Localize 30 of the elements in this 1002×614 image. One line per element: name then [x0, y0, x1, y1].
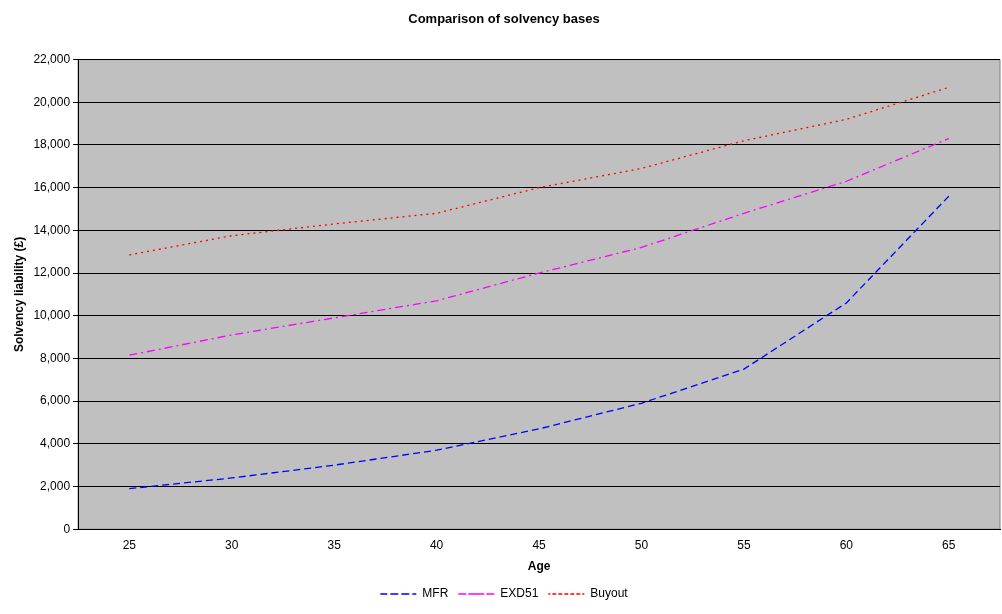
y-tick-label: 16,000 — [33, 179, 71, 194]
x-tick-label: 25 — [122, 537, 137, 552]
x-tick-label: 50 — [634, 537, 649, 552]
y-tick-label: 12,000 — [33, 265, 71, 280]
y-tick-label: 14,000 — [33, 222, 71, 237]
x-tick-label: 45 — [532, 537, 547, 552]
x-tick-label: 55 — [737, 537, 751, 552]
y-tick-label: 8,000 — [40, 350, 71, 365]
line-series — [128, 86, 950, 256]
chart-title: Comparison of solvency bases — [408, 11, 600, 27]
y-tick-label: 18,000 — [33, 137, 71, 152]
x-axis-title: Age — [527, 559, 551, 574]
y-tick-label: 10,000 — [33, 308, 71, 323]
legend-label: EXD51 — [500, 586, 539, 601]
y-tick-label: 20,000 — [33, 94, 71, 109]
line-series — [128, 195, 950, 490]
legend-label: MFR — [422, 586, 449, 601]
x-tick-label: 65 — [942, 537, 956, 552]
x-tick-label: 30 — [225, 537, 239, 552]
y-tick-label: 0 — [63, 521, 71, 536]
x-tick-label: 40 — [429, 537, 444, 552]
y-tick-label: 22,000 — [33, 51, 71, 66]
y-tick-label: 2,000 — [40, 478, 71, 493]
y-tick-label: 4,000 — [40, 436, 71, 451]
x-tick-label: 60 — [839, 537, 854, 552]
line-series — [128, 137, 950, 356]
y-axis-title: Solvency liability (£) — [11, 236, 26, 353]
legend-label: Buyout — [590, 586, 629, 601]
x-tick-label: 35 — [327, 537, 342, 552]
y-tick-label: 6,000 — [40, 393, 71, 408]
